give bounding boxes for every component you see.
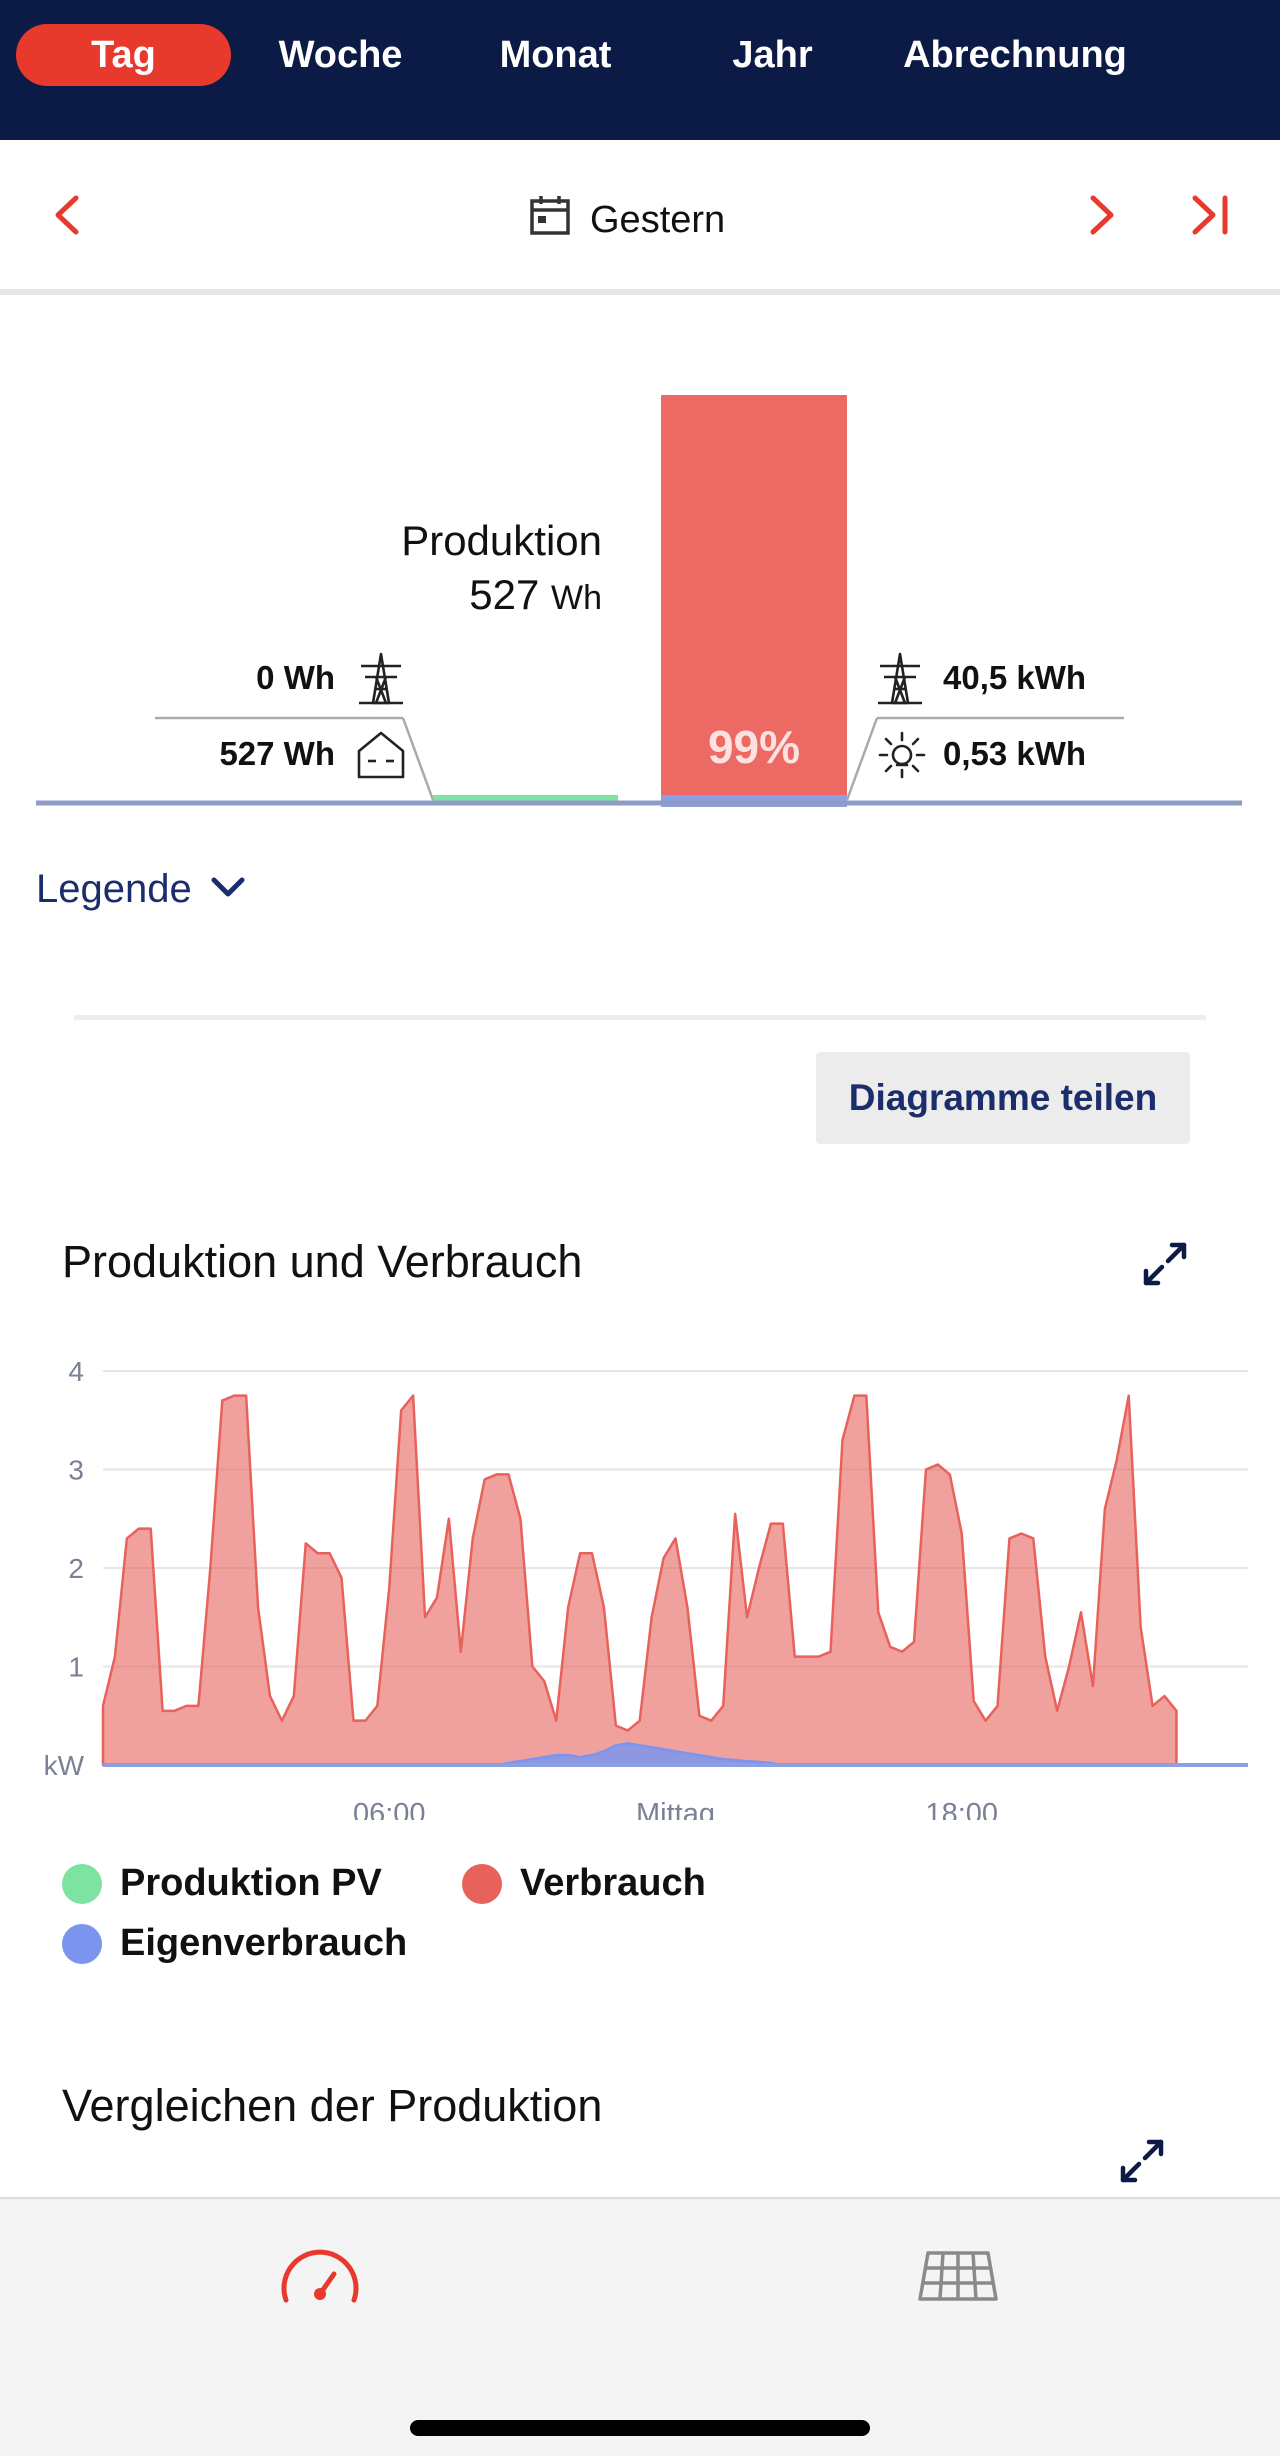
share-charts-button[interactable]: Diagramme teilen — [816, 1052, 1190, 1144]
summary-bars — [36, 395, 1242, 807]
date-label: Gestern — [590, 198, 726, 241]
expand-icon[interactable] — [1140, 1239, 1190, 1289]
legend-dot-consumption — [462, 1863, 502, 1904]
consumption-share-label: 99% — [707, 721, 801, 773]
grid-feed-value: 0 Wh — [256, 659, 335, 696]
y-tick-label: 1 — [68, 1652, 84, 1683]
legend-item-pv: Produktion PV — [62, 1862, 382, 1905]
chevron-right-icon[interactable] — [1075, 190, 1125, 240]
home-indicator — [410, 2420, 870, 2436]
date-selector[interactable]: Gestern — [528, 195, 725, 245]
expand-icon[interactable] — [1117, 2136, 1167, 2186]
x-tick-label: Mittag — [636, 1798, 715, 1820]
legend-item-consumption: Verbrauch — [462, 1862, 706, 1905]
legend-label-self-consumption: Eigenverbrauch — [120, 1922, 408, 1964]
production-unit: Wh — [551, 579, 602, 617]
solar-value: 0,53 kWh — [943, 735, 1087, 772]
production-value: 527 — [469, 571, 540, 618]
tab-day[interactable]: Tag — [16, 24, 231, 86]
speedometer-icon[interactable] — [278, 2244, 362, 2313]
grid-purchase-value: 40,5 kWh — [943, 659, 1087, 696]
series-area-verbrauch — [101, 1394, 1178, 1767]
legend-toggle[interactable]: Legende — [36, 862, 248, 916]
chevron-down-icon — [208, 867, 248, 912]
legend-toggle-label: Legende — [36, 866, 192, 911]
compare-title: Vergleichen der Produktion — [62, 2080, 603, 2131]
legend-item-self-consumption: Eigenverbrauch — [62, 1922, 407, 1965]
chart-axis-labels: 4 3 2 1 kW 06:00 Mittag 18:00 — [44, 1356, 998, 1820]
power-tower-icon — [874, 651, 926, 712]
sun-icon — [876, 729, 928, 786]
production-total: 527 Wh — [330, 571, 602, 619]
energy-summary: Produktion 527 Wh 0 Wh 527 Wh 99% 40,5 k… — [0, 295, 1280, 825]
tab-month[interactable]: Monat — [499, 34, 612, 76]
y-tick-label: 2 — [68, 1553, 84, 1584]
self-consumption-value: 527 Wh — [219, 735, 335, 772]
consumption-chart: 4 3 2 1 kW 06:00 Mittag 18:00 — [44, 1356, 1248, 1820]
y-tick-label: 3 — [68, 1455, 84, 1486]
chart-areas — [101, 1394, 1248, 1767]
x-tick-label: 18:00 — [925, 1798, 998, 1820]
period-tab-bar: Tag Woche Monat Jahr Abrechnung — [0, 0, 1280, 140]
legend-label-consumption: Verbrauch — [520, 1862, 706, 1904]
solar-panel-icon[interactable] — [916, 2249, 1000, 2310]
tab-billing[interactable]: Abrechnung — [903, 34, 1127, 76]
power-tower-icon — [355, 651, 407, 712]
section-divider — [74, 1015, 1206, 1020]
production-bar — [433, 795, 618, 805]
production-label: Produktion — [401, 517, 602, 564]
chevron-left-icon[interactable] — [44, 190, 94, 240]
consumption-bar — [661, 395, 847, 807]
legend-label-pv: Produktion PV — [120, 1862, 382, 1904]
legend-dot-pv — [62, 1863, 102, 1904]
tab-year[interactable]: Jahr — [732, 34, 813, 76]
chart-title: Produktion und Verbrauch — [62, 1236, 583, 1287]
date-navigation: Gestern — [0, 140, 1280, 295]
y-unit-label: kW — [44, 1750, 85, 1781]
legend-dot-self-consumption — [62, 1923, 102, 1964]
x-tick-label: 06:00 — [353, 1798, 426, 1820]
calendar-icon — [528, 193, 572, 247]
bottom-navigation — [0, 2197, 1280, 2456]
skip-to-end-icon[interactable] — [1185, 190, 1235, 240]
tab-week[interactable]: Woche — [278, 34, 403, 76]
house-icon — [355, 729, 407, 786]
y-tick-label: 4 — [68, 1356, 84, 1387]
